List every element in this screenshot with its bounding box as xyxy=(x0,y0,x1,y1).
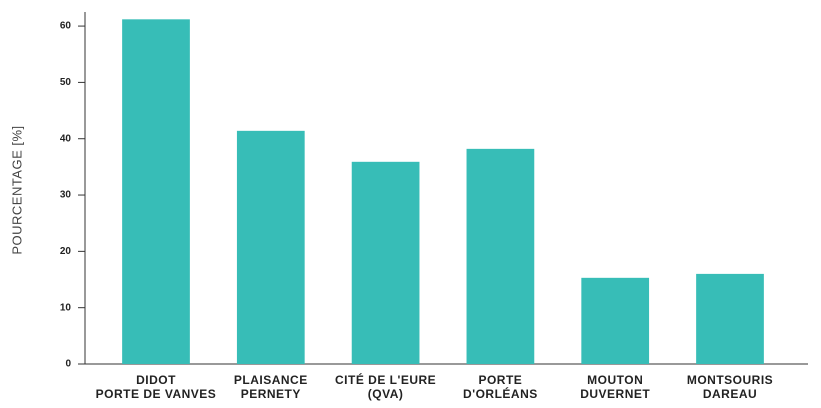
bar xyxy=(351,161,420,364)
y-axis-label: POURCENTAGE [%] xyxy=(9,125,24,254)
y-tick-label: 50 xyxy=(60,77,72,88)
x-tick-label-line: MONTSOURIS xyxy=(687,373,773,387)
y-tick-label: 20 xyxy=(60,246,72,257)
y-tick-label: 30 xyxy=(60,190,72,201)
x-tick-label: PLAISANCE PERNETY xyxy=(234,373,308,401)
y-tick-label: 40 xyxy=(60,133,72,144)
bar xyxy=(466,148,535,364)
x-tick-label: MOUTON DUVERNET xyxy=(580,373,650,401)
bar xyxy=(696,273,764,364)
x-tick-label: PORTE D'ORLÉANS xyxy=(463,373,538,401)
x-tick-label: MONTSOURIS DAREAU xyxy=(687,373,773,401)
bar xyxy=(236,130,305,364)
x-tick-label-line: D'ORLÉANS xyxy=(463,386,538,401)
x-tick-label-line: MOUTON xyxy=(587,373,643,387)
y-tick-label: 60 xyxy=(60,21,72,32)
x-tick-label-line: (QVA) xyxy=(368,387,404,401)
bar xyxy=(581,277,650,364)
x-tick-label-line: PORTE xyxy=(478,373,522,387)
x-tick-label-line: CITÉ DE L'EURE xyxy=(335,372,436,387)
y-tick-label: 10 xyxy=(60,302,72,313)
x-tick-label-line: PERNETY xyxy=(241,387,301,401)
x-tick-label-line: PORTE DE VANVES xyxy=(96,387,217,401)
x-tick-label-line: PLAISANCE xyxy=(234,373,308,387)
bar xyxy=(122,19,190,365)
x-tick-label-line: DIDOT xyxy=(136,373,176,387)
x-tick-label-line: DAREAU xyxy=(703,387,757,401)
x-tick-label-line: DUVERNET xyxy=(580,387,650,401)
x-tick-label: CITÉ DE L'EURE (QVA) xyxy=(335,372,436,401)
y-tick-label: 0 xyxy=(65,359,71,370)
x-tick-label: DIDOT PORTE DE VANVES xyxy=(96,373,217,401)
